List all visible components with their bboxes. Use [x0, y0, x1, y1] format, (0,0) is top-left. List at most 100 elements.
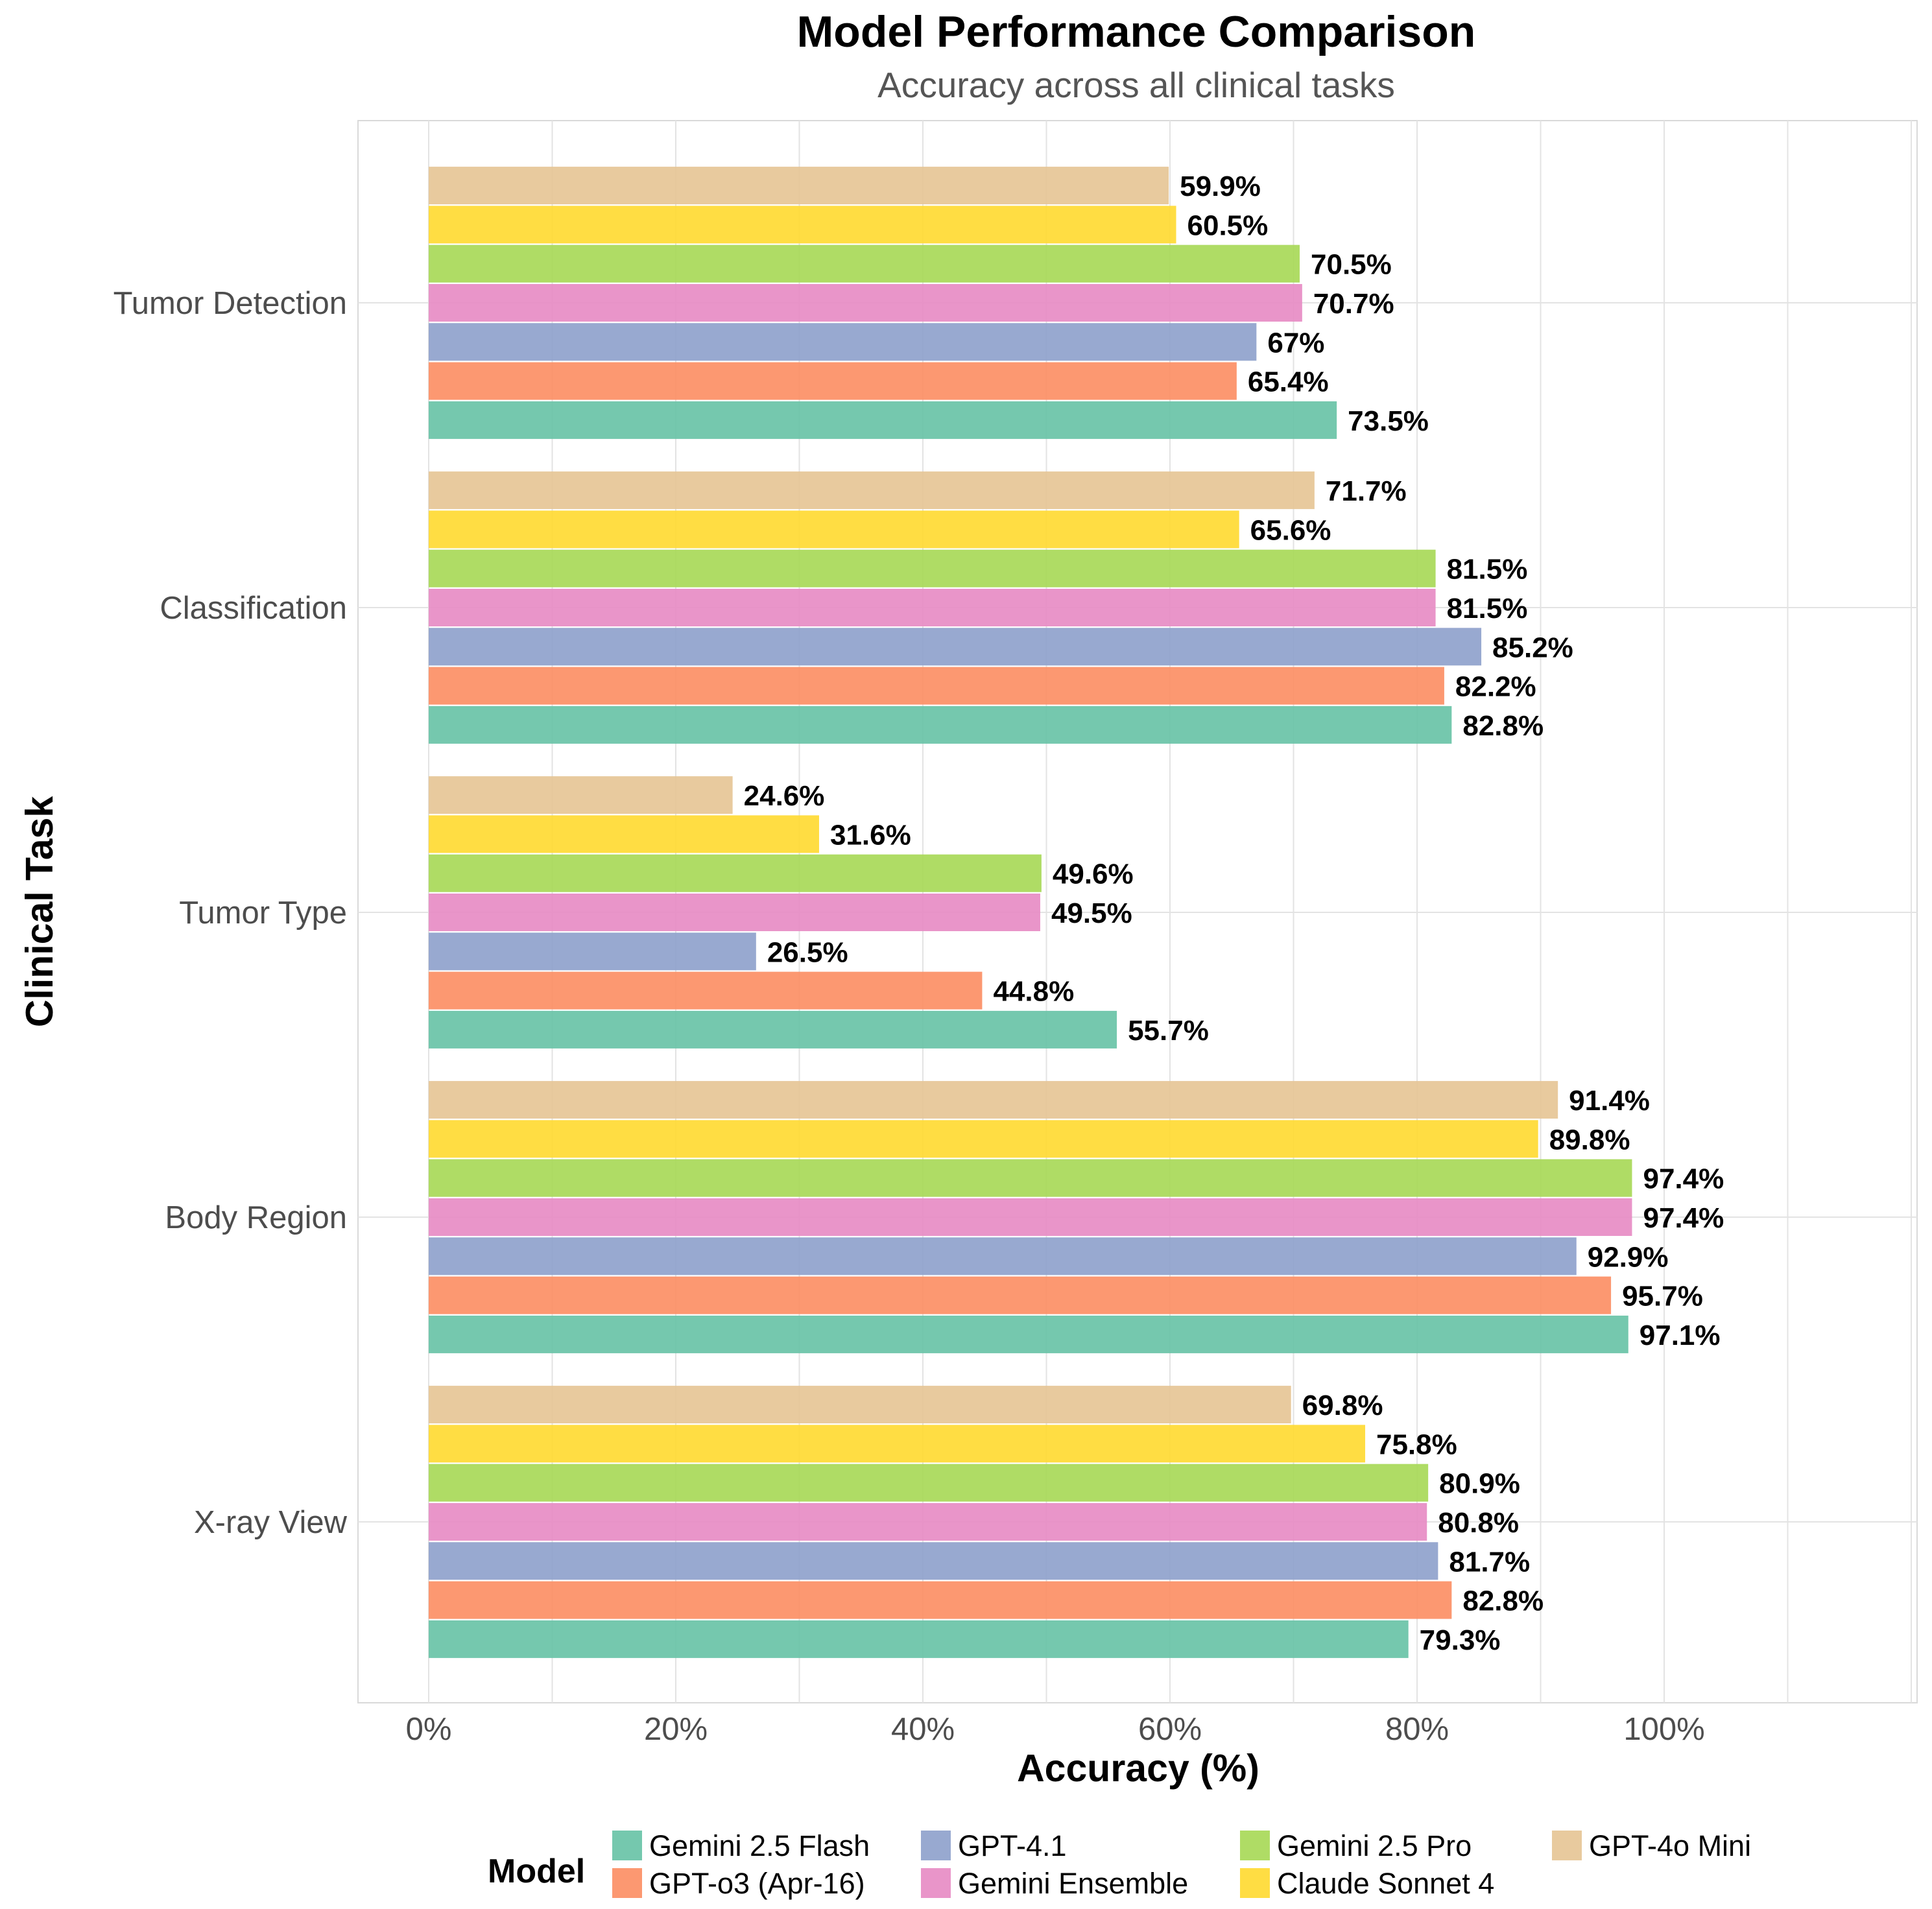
- bar: [429, 1464, 1429, 1502]
- bar-value-label: 26.5%: [767, 936, 848, 968]
- legend-swatch: [1240, 1868, 1270, 1898]
- y-axis-ticks: Tumor Detection Classification Tumor Type B…: [113, 286, 348, 1540]
- bar: [429, 1276, 1612, 1314]
- bar-value-label: 55.7%: [1128, 1015, 1209, 1047]
- bar: [429, 628, 1482, 666]
- bar: [429, 1315, 1628, 1353]
- legend-label: Gemini Ensemble: [958, 1867, 1188, 1900]
- bar: [429, 706, 1452, 744]
- bar-value-label: 49.5%: [1051, 897, 1132, 929]
- x-tick-label: 80%: [1385, 1712, 1449, 1747]
- bar: [429, 589, 1436, 626]
- legend-swatch: [921, 1868, 951, 1898]
- y-axis-title: Clinical Task: [18, 796, 61, 1028]
- legend-swatch: [1552, 1831, 1582, 1860]
- bar: [429, 401, 1337, 439]
- bar: [429, 1542, 1438, 1580]
- bar: [429, 667, 1444, 705]
- bar: [429, 1386, 1291, 1424]
- bar: [429, 971, 983, 1010]
- y-tick-label: X-ray View: [194, 1505, 348, 1540]
- legend: Model Gemini 2.5 Flash GPT-o3 (Apr-16) GPT…: [488, 1829, 1751, 1900]
- bar-value-label: 82.2%: [1455, 671, 1536, 703]
- bar-value-label: 65.6%: [1250, 514, 1331, 546]
- bar: [429, 1120, 1538, 1158]
- bar: [429, 1010, 1117, 1049]
- x-axis-ticks: 0% 20% 40% 60% 80% 100%: [406, 1712, 1705, 1747]
- bar: [429, 362, 1237, 400]
- bar: [429, 167, 1169, 205]
- bar-value-label: 44.8%: [993, 976, 1074, 1008]
- data-labels: 73.5% 82.8% 55.7% 97.1% 79.3% 65.4% 82.2% 44.8%…: [744, 171, 1724, 1656]
- bar: [429, 1425, 1365, 1463]
- bar-value-label: 81.5%: [1447, 554, 1528, 586]
- bar-value-label: 49.6%: [1053, 859, 1134, 890]
- x-axis-title: Accuracy (%): [1017, 1747, 1259, 1790]
- bar: [429, 471, 1315, 510]
- legend-label: GPT-o3 (Apr-16): [649, 1867, 865, 1900]
- x-tick-label: 20%: [644, 1712, 708, 1747]
- bar: [429, 1081, 1558, 1119]
- x-tick-label: 0%: [406, 1712, 452, 1747]
- bar: [429, 932, 756, 971]
- bar: [429, 1620, 1409, 1658]
- legend-label: Gemini 2.5 Flash: [649, 1829, 870, 1862]
- bar: [429, 549, 1436, 587]
- bar: [429, 894, 1040, 931]
- bar-value-label: 89.8%: [1549, 1124, 1630, 1156]
- bar-value-label: 24.6%: [744, 780, 825, 812]
- y-tick-label: Classification: [160, 591, 347, 626]
- bar-value-label: 60.5%: [1187, 209, 1269, 241]
- legend-swatch: [921, 1831, 951, 1860]
- bar-value-label: 79.3%: [1420, 1624, 1501, 1656]
- legend-label: Claude Sonnet 4: [1277, 1867, 1494, 1900]
- bar: [429, 776, 733, 814]
- bar: [429, 284, 1302, 322]
- bar-value-label: 81.7%: [1449, 1546, 1530, 1578]
- bar-value-label: 82.8%: [1462, 710, 1544, 742]
- bar: [429, 1581, 1452, 1619]
- legend-swatch: [612, 1868, 642, 1898]
- bar-value-label: 85.2%: [1492, 632, 1573, 663]
- x-tick-label: 60%: [1138, 1712, 1202, 1747]
- bar: [429, 1198, 1632, 1236]
- bar-value-label: 73.5%: [1348, 405, 1429, 437]
- bar-value-label: 70.7%: [1313, 288, 1394, 320]
- bar-value-label: 80.9%: [1439, 1468, 1520, 1500]
- y-tick-label: Tumor Type: [179, 895, 347, 931]
- y-tick-label: Body Region: [165, 1200, 347, 1235]
- bar-value-label: 70.5%: [1311, 249, 1392, 281]
- bar: [429, 323, 1257, 361]
- bar: [429, 854, 1042, 892]
- x-tick-label: 40%: [891, 1712, 955, 1747]
- bar-value-label: 75.8%: [1376, 1429, 1457, 1460]
- bar-value-label: 59.9%: [1180, 171, 1261, 202]
- bar-value-label: 71.7%: [1326, 475, 1407, 507]
- bar-value-label: 91.4%: [1569, 1085, 1650, 1117]
- y-tick-label: Tumor Detection: [113, 286, 347, 321]
- legend-title: Model: [488, 1853, 585, 1890]
- legend-swatch: [612, 1831, 642, 1860]
- bar-value-label: 92.9%: [1588, 1241, 1669, 1273]
- bar: [429, 1159, 1632, 1197]
- bar: [429, 510, 1239, 549]
- bar-value-label: 69.8%: [1302, 1390, 1383, 1421]
- bar-value-label: 65.4%: [1248, 366, 1329, 398]
- bar-value-label: 95.7%: [1622, 1281, 1703, 1312]
- bar: [429, 206, 1176, 244]
- bar-value-label: 81.5%: [1447, 593, 1528, 624]
- bar-value-label: 31.6%: [830, 819, 911, 851]
- chart-subtitle: Accuracy across all clinical tasks: [877, 65, 1395, 105]
- bar-value-label: 97.4%: [1643, 1163, 1724, 1195]
- bars: [429, 167, 1632, 1658]
- bar-value-label: 80.8%: [1438, 1507, 1519, 1539]
- legend-swatch: [1240, 1831, 1270, 1860]
- legend-label: GPT-4.1: [958, 1829, 1067, 1862]
- chart-title: Model Performance Comparison: [797, 7, 1476, 56]
- bar: [429, 244, 1300, 283]
- legend-label: Gemini 2.5 Pro: [1277, 1829, 1472, 1862]
- legend-label: GPT-4o Mini: [1589, 1829, 1751, 1862]
- bar: [429, 1503, 1427, 1541]
- bar-value-label: 97.4%: [1643, 1202, 1724, 1234]
